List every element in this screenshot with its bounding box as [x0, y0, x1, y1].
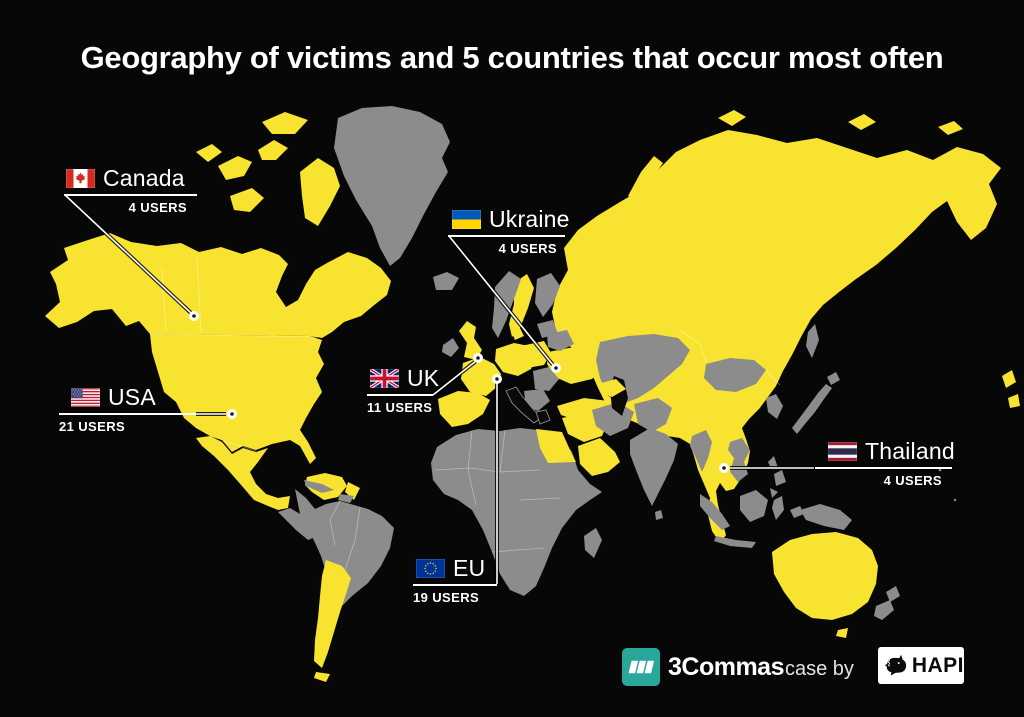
map-base-gray — [295, 428, 602, 606]
map-yellow-countries — [45, 110, 1020, 682]
leader-line-canada — [63, 193, 199, 321]
users-count: 19 USERS — [413, 590, 480, 605]
leader-lines-and-markers — [63, 193, 814, 584]
partner-name: HAPI — [911, 653, 964, 677]
leader-line-usa — [196, 409, 237, 419]
country-name: Canada — [103, 165, 185, 191]
leader-line-uk — [431, 353, 483, 397]
users-count: 4 USERS — [498, 241, 557, 256]
unicorn-icon — [884, 654, 907, 676]
users-count: 11 USERS — [367, 400, 433, 415]
usa-flag-icon — [71, 387, 100, 407]
label-underline — [815, 467, 952, 469]
canada-flag-icon — [66, 168, 95, 188]
country-name: EU — [453, 555, 486, 581]
brand-name: 3Commas — [668, 652, 785, 681]
label-underline — [367, 394, 433, 396]
infographic-title: Geography of victims and 5 countries tha… — [80, 40, 944, 75]
label-underline — [64, 194, 197, 196]
map-caucasus-yellow — [598, 379, 626, 397]
thailand-flag-icon — [828, 441, 857, 461]
leader-line-ukraine — [447, 234, 561, 373]
map-borders — [149, 257, 781, 571]
country-label-usa: USA 21 USERS — [59, 385, 196, 434]
case-by-text: case by — [785, 658, 854, 680]
users-count: 4 USERS — [883, 473, 942, 488]
three-commas-mark-icon — [622, 648, 660, 686]
users-count: 21 USERS — [59, 419, 126, 434]
country-label-canada: Canada 4 USERS — [64, 166, 197, 215]
label-underline — [59, 413, 196, 415]
leader-line-eu — [492, 374, 502, 584]
country-label-eu: EU 19 USERS — [413, 556, 497, 605]
hapi-logo: HAPI — [878, 647, 964, 684]
country-label-ukraine: Ukraine 4 USERS — [448, 207, 569, 256]
country-name: Ukraine — [489, 206, 570, 232]
country-name: USA — [108, 384, 156, 410]
leader-line-thailand — [719, 463, 814, 473]
country-label-uk: UK 11 USERS — [367, 366, 439, 415]
country-name: UK — [407, 365, 440, 391]
users-count: 4 USERS — [128, 200, 187, 215]
country-label-thailand: Thailand 4 USERS — [815, 438, 955, 488]
country-name: Thailand — [865, 438, 955, 464]
uk-flag-icon — [370, 368, 399, 388]
label-underline — [413, 584, 497, 586]
label-underline — [448, 235, 565, 237]
footer-branding: 3Commas case by HAPI — [0, 640, 1024, 700]
ukraine-flag-icon — [452, 209, 481, 229]
map-gray-countries — [278, 106, 957, 620]
threecommas-logo: 3Commas — [622, 648, 785, 686]
eu-flag-icon — [416, 558, 445, 578]
